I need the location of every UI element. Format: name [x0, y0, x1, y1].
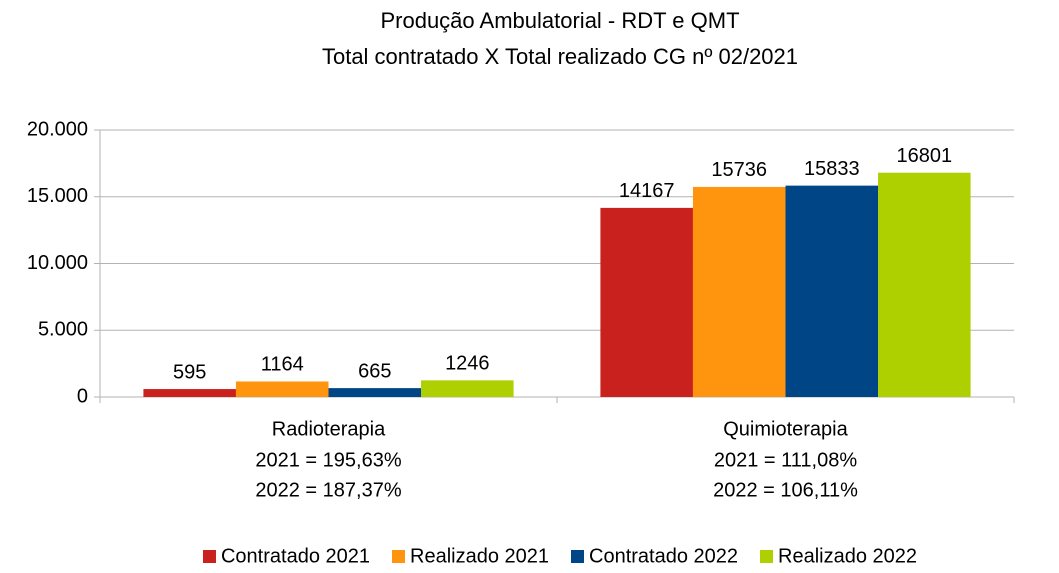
data-label: 1246: [445, 353, 490, 375]
legend-label: Contratado 2022: [589, 545, 738, 567]
legend-label: Realizado 2022: [778, 545, 917, 567]
legend-label: Contratado 2021: [221, 545, 370, 567]
data-label: 15736: [711, 159, 767, 181]
bar: [421, 380, 514, 397]
data-label: 1164: [261, 354, 304, 376]
bar: [328, 388, 422, 397]
bar: [878, 172, 971, 397]
bar: [600, 207, 693, 397]
bar: [785, 185, 879, 397]
legend-swatch: [202, 550, 216, 563]
data-label: 14167: [619, 180, 675, 202]
chart-title: Produção Ambulatorial - RDT e QMT: [380, 8, 739, 33]
legend-swatch: [392, 550, 405, 563]
legend-label: Realizado 2021: [410, 545, 549, 567]
x-tick-note: 2021 = 195,63%: [255, 449, 401, 471]
bar: [143, 389, 236, 397]
x-tick-note: 2022 = 106,11%: [713, 479, 858, 501]
y-tick-label: 15.000: [27, 185, 88, 207]
x-tick-label: Quimioterapia: [723, 418, 848, 440]
chart-subtitle: Total contratado X Total realizado CG nº…: [322, 44, 798, 69]
bar: [692, 186, 786, 397]
data-label: 16801: [897, 145, 953, 167]
data-label: 15833: [804, 158, 860, 180]
data-label: 665: [358, 360, 391, 382]
y-tick-label: 20.000: [27, 118, 88, 140]
x-tick-note: 2022 = 187,37%: [255, 479, 401, 501]
legend-swatch: [760, 550, 774, 563]
y-tick-label: 0: [77, 385, 88, 407]
y-tick-label: 5.000: [38, 319, 88, 341]
legend-swatch: [571, 550, 584, 563]
x-tick-label: Radioterapia: [272, 418, 386, 440]
x-tick-note: 2021 = 111,08%: [714, 449, 857, 471]
y-tick-label: 10.000: [27, 252, 88, 274]
bar: [235, 381, 329, 397]
data-label: 595: [173, 361, 206, 383]
